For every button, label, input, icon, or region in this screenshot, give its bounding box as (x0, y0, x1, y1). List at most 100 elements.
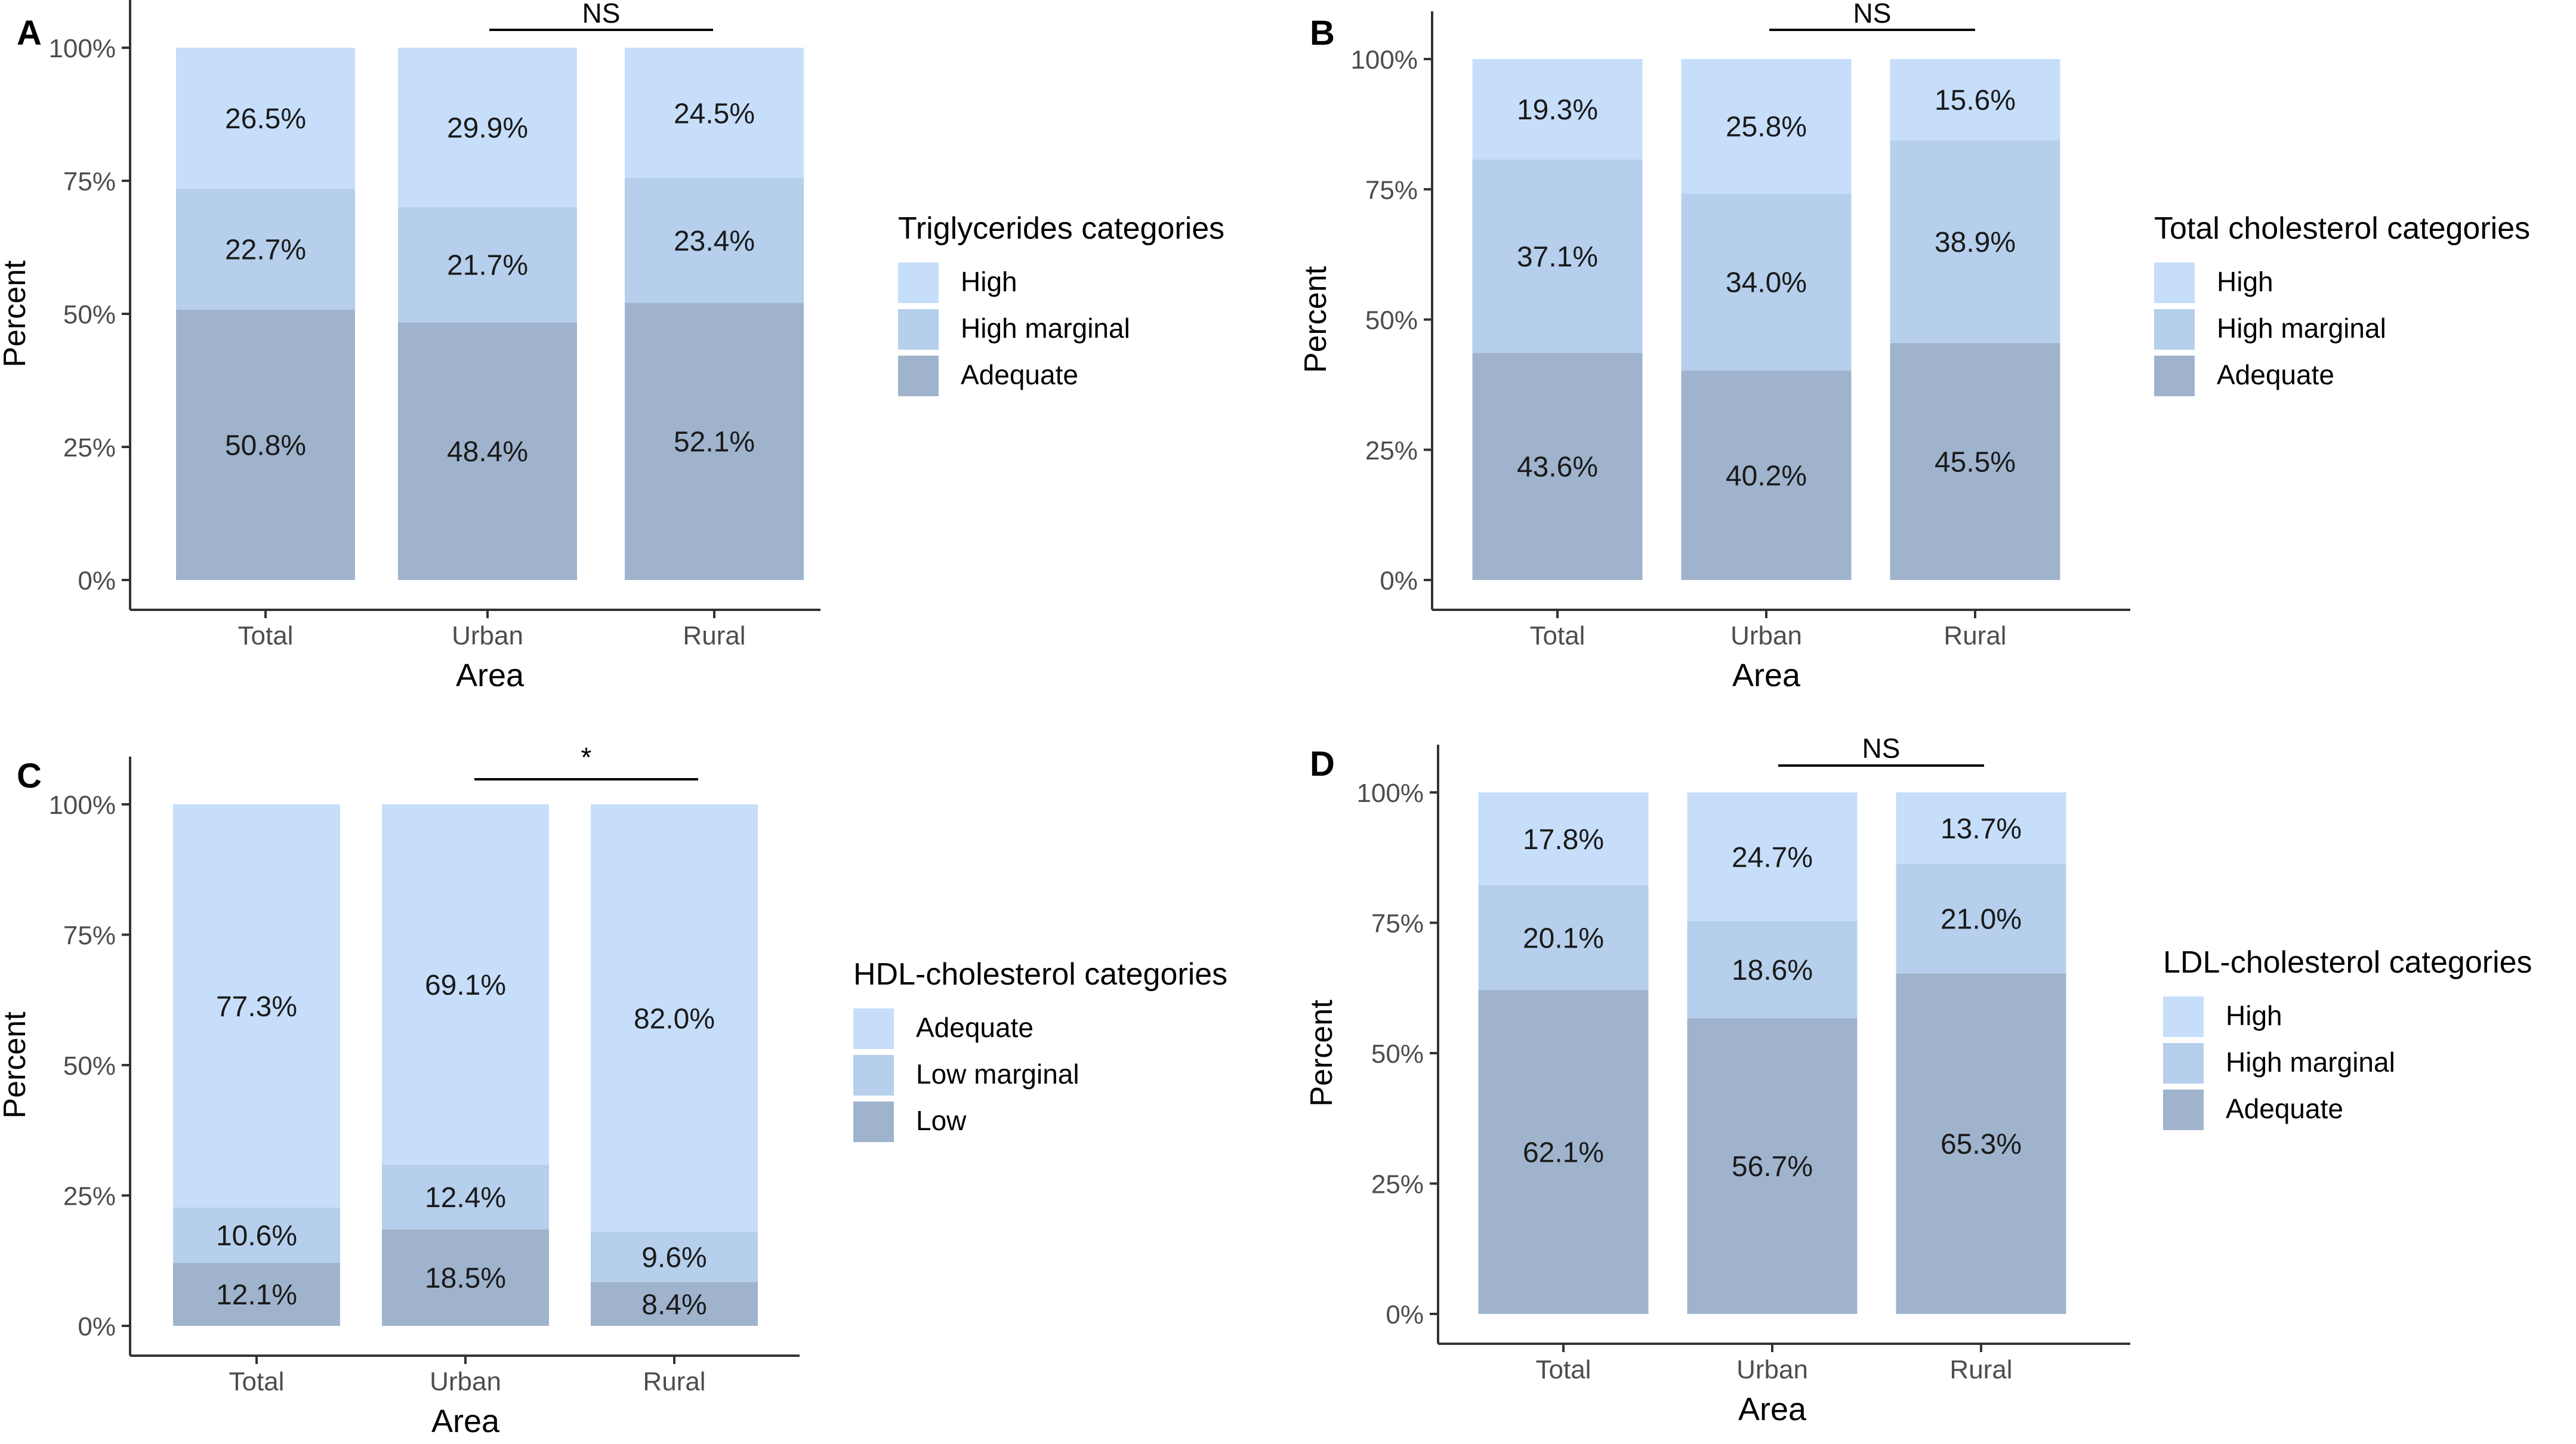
y-axis-title: Percent (1304, 999, 1339, 1107)
y-tick-label: 50% (63, 1051, 116, 1081)
y-tick-label: 100% (48, 34, 116, 63)
bar-segment-high-marginal (176, 189, 355, 310)
bar-segment-high (398, 48, 577, 207)
legend-item: Low (916, 1105, 967, 1136)
y-tick-label: 25% (1371, 1170, 1424, 1199)
bar-segment-high-marginal (1681, 193, 1852, 371)
bar-segment-high (176, 48, 355, 189)
data-label: 12.4% (425, 1182, 506, 1214)
data-label: 69.1% (425, 970, 506, 1001)
y-tick-label: 25% (1365, 436, 1418, 465)
legend-swatch (898, 356, 939, 396)
data-label: 17.8% (1523, 824, 1604, 856)
data-label: 25.8% (1726, 112, 1807, 143)
y-tick-label: 50% (63, 300, 116, 329)
significance-label: NS (1853, 0, 1892, 29)
bar-segment-adequate (1681, 371, 1852, 580)
bar-segment-adequate (398, 322, 577, 580)
x-tick-label: Rural (1949, 1355, 2012, 1384)
data-label: 21.0% (1941, 904, 2022, 936)
legend: HDL-cholesterol categories Adequate Low ma… (853, 957, 1227, 1142)
data-label: 50.8% (225, 430, 306, 461)
legend-swatch (2163, 1043, 2204, 1084)
panel-label: B (1310, 14, 1335, 53)
legend-item: Low marginal (916, 1059, 1079, 1090)
data-label: 10.6% (216, 1220, 297, 1252)
y-tick-label: 25% (63, 1182, 116, 1211)
data-label: 24.5% (674, 98, 755, 129)
chart-panel-b: B 0% 25% 50% 75% 100% 43.6% 37.1% 19.3% Total 40.2… (1298, 0, 2530, 693)
bar-segment-adequate (173, 804, 340, 1208)
bar-segment-adequate (382, 804, 549, 1165)
bar-segment-adequate (591, 804, 758, 1232)
data-label: 23.4% (674, 226, 755, 257)
legend-item: High (2226, 1000, 2282, 1031)
y-axis-title: Percent (0, 1011, 32, 1119)
bar-segment-low (591, 1282, 758, 1326)
y-tick-label: 100% (48, 791, 116, 820)
bar-segment-adequate (625, 303, 804, 580)
data-label: 13.7% (1941, 813, 2022, 845)
data-label: 19.3% (1517, 94, 1598, 126)
data-label: 82.0% (634, 1003, 715, 1035)
bar-segment-adequate (176, 309, 355, 580)
legend: Triglycerides categories High High margina… (898, 211, 1224, 396)
y-tick-label: 0% (1386, 1300, 1424, 1329)
data-label: 24.7% (1732, 842, 1813, 874)
data-label: 48.4% (447, 436, 528, 468)
data-label: 18.5% (425, 1263, 506, 1294)
data-label: 65.3% (1941, 1129, 2022, 1161)
y-axis-title: Percent (1298, 266, 1333, 373)
legend-swatch (898, 309, 939, 350)
bar-segment-low (173, 1263, 340, 1326)
data-label: 8.4% (641, 1289, 707, 1320)
bar-segment-adequate (1890, 343, 2060, 580)
data-label: 26.5% (225, 103, 306, 135)
bar-segment-high (1687, 792, 1858, 921)
y-tick-label: 0% (78, 1312, 116, 1341)
y-tick-label: 25% (63, 433, 116, 462)
chart-panel-c: C 0% 25% 50% 75% 100% 12.1% 10.6% 77.3% Total 18.5… (0, 742, 1227, 1439)
data-label: 9.6% (641, 1242, 707, 1274)
legend-swatch (898, 263, 939, 303)
x-tick-label: Rural (683, 621, 745, 650)
bar-segment-adequate (1478, 990, 1649, 1314)
data-label: 15.6% (1935, 85, 2016, 116)
bar-segment-low-marginal (173, 1207, 340, 1263)
x-tick-label: Rural (643, 1367, 705, 1396)
legend-swatch (2163, 1090, 2204, 1130)
bar-segment-adequate (1896, 973, 2066, 1314)
panel-label: A (17, 14, 42, 53)
data-label: 52.1% (674, 427, 755, 458)
y-tick-label: 100% (1356, 779, 1424, 808)
legend-item: Adequate (916, 1012, 1034, 1043)
chart-panel-a: A 0% 25% 50% 75% 100% 50.8% 22.7% 26.5% Total 48.4… (0, 0, 1224, 693)
legend-item: High marginal (2226, 1047, 2395, 1078)
y-axis-title: Percent (0, 260, 32, 368)
x-tick-label: Rural (1943, 621, 2006, 650)
y-tick-label: 100% (1350, 45, 1418, 75)
bar-segment-adequate (1472, 353, 1643, 580)
bar-segment-high-marginal (1478, 885, 1649, 991)
x-tick-label: Urban (1736, 1355, 1808, 1384)
y-tick-label: 75% (63, 167, 116, 196)
data-label: 45.5% (1935, 446, 2016, 478)
data-label: 21.7% (447, 249, 528, 281)
data-label: 37.1% (1517, 241, 1598, 273)
bar-segment-low (382, 1229, 549, 1326)
data-label: 38.9% (1935, 227, 2016, 258)
x-axis-title: Area (456, 658, 525, 693)
data-label: 77.3% (216, 991, 297, 1023)
x-tick-label: Total (1536, 1355, 1591, 1384)
legend: LDL-cholesterol categories High High margi… (2163, 945, 2532, 1130)
legend-swatch (853, 1101, 894, 1142)
bar-segment-high-marginal (1687, 921, 1858, 1019)
data-label: 40.2% (1726, 461, 1807, 492)
bar-segment-high (1890, 59, 2060, 141)
bar-segment-high (1896, 792, 2066, 864)
x-tick-label: Total (238, 621, 294, 650)
legend-item: Adequate (2217, 359, 2334, 390)
data-label: 12.1% (216, 1279, 297, 1311)
legend-swatch (853, 1008, 894, 1049)
